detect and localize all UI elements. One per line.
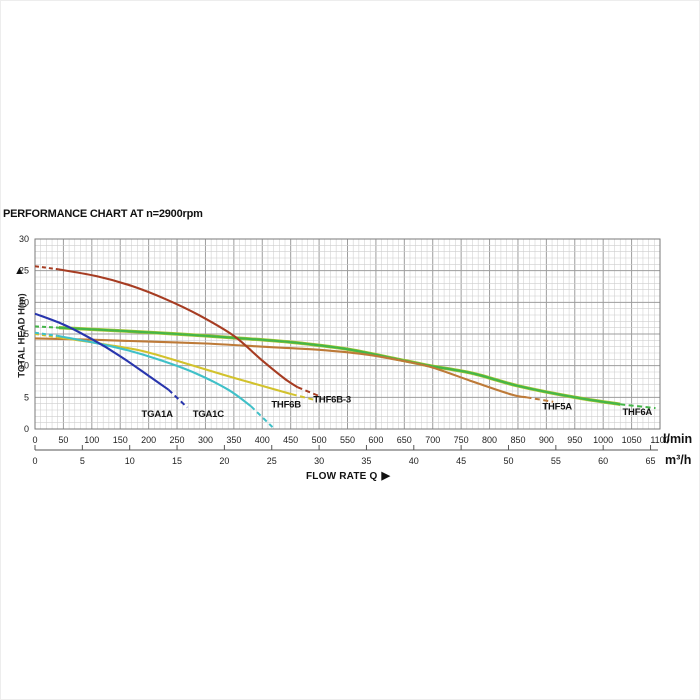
curve-THF6A: THF6A [34,325,656,418]
curve-head-dashed [34,325,59,329]
unit-label-m3h: m³/h [665,453,692,467]
x-tick-label-m3h: 40 [409,456,419,466]
x-axis-title-text: FLOW RATE Q [306,471,378,482]
x-tick-label-m3h: 25 [267,456,277,466]
curves: THF6A THF5A THF6B THF6B-3 TGA1C TGA1A [34,265,656,428]
x-tick-label-m3h: 0 [32,456,37,466]
curve-tail-dashed [620,403,656,410]
curve-solid [57,334,252,408]
x-tick-label-lmin: 650 [397,435,412,445]
x-tick-label-lmin: 200 [141,435,156,445]
x-tick-label-lmin: 700 [425,435,440,445]
curve-label-THF6B: THF6B [271,399,301,410]
x-tick-label-m3h: 50 [503,456,513,466]
x-axis-arrow-icon: ▶ [381,470,391,482]
x-tick-label-lmin: 900 [539,435,554,445]
curve-label-TGA1C: TGA1C [193,409,225,420]
x-tick-label-lmin: 350 [226,435,241,445]
x-tick-label-m3h: 45 [456,456,466,466]
x-tick-label-m3h: 35 [361,456,371,466]
curve-THF5A: THF5A [34,337,572,412]
curve-solid [34,337,527,399]
curve-TGA1C: TGA1C [34,331,274,428]
curve-label-THF6B-3: THF6B-3 [313,394,351,405]
x-tick-label-m3h: 55 [551,456,561,466]
curve-label-TGA1A: TGA1A [142,409,174,420]
x-tick-label-m3h: 20 [219,456,229,466]
x-tick-label-lmin: 750 [454,435,469,445]
x-tick-label-lmin: 1000 [593,435,613,445]
curve-THF6B-3: THF6B-3 [34,265,351,405]
grid [34,238,661,430]
x-tick-label-lmin: 300 [198,435,213,445]
x-axis-lmin-ticks: 0 50 100 150 200 250 300 350 400 450 500 550 600 650 7… [32,435,669,445]
x-axis-m3h: 0 5 10 15 20 25 30 35 40 45 50 55 60 65 [32,445,658,466]
curve-TGA1A: TGA1A [34,312,188,420]
curve-head-dashed [34,333,58,339]
y-tick-label: 0 [24,424,29,434]
curve-solid [58,326,621,406]
x-tick-label-lmin: 950 [567,435,582,445]
y-tick-label: 5 [24,392,29,402]
x-tick-label-m3h: 65 [646,456,656,466]
y-tick-label: 10 [19,361,29,371]
curve-solid [58,268,299,389]
curve-tail-dashed [291,393,315,401]
x-tick-label-lmin: 400 [255,435,270,445]
curve-label-THF6A: THF6A [622,407,652,418]
x-tick-label-lmin: 1050 [622,435,642,445]
x-tick-label-m3h: 60 [598,456,608,466]
x-tick-label-lmin: 800 [482,435,497,445]
y-tick-label: 30 [19,234,29,244]
x-tick-label-m3h: 15 [172,456,182,466]
curve-tail-dashed [250,405,274,428]
y-tick-label: 15 [19,329,29,339]
curve-head-dashed [34,331,58,337]
x-tick-label-lmin: 550 [340,435,355,445]
x-tick-label-m3h: 10 [125,456,135,466]
y-tick-label: 20 [19,297,29,307]
chart-title: PERFORMANCE CHART AT n=2900rpm [3,208,203,220]
curve-tail-dashed [297,386,322,398]
x-tick-label-lmin: 450 [283,435,298,445]
curve-tail-dashed [167,388,188,409]
x-tick-label-lmin: 500 [312,435,327,445]
curve-label-THF5A: THF5A [542,401,572,412]
x-tick-label-lmin: 850 [510,435,525,445]
x-tick-label-m3h: 30 [314,456,324,466]
curve-tail-dashed [526,396,554,403]
x-tick-label-lmin: 600 [368,435,383,445]
x-tick-label-lmin: 1100 [650,435,669,445]
y-tick-label: 25 [19,266,29,276]
curve-solid [34,312,170,391]
x-tick-label-m3h: 5 [80,456,85,466]
x-tick-label-lmin: 250 [170,435,185,445]
unit-label-lmin: l/min [663,432,693,446]
curve-head-dashed [34,265,60,271]
x-axis-title: FLOW RATE Q ▶ [306,469,390,482]
x-tick-label-lmin: 0 [32,435,37,445]
y-axis-arrow-icon: ▲ [14,265,25,277]
x-tick-label-lmin: 100 [84,435,99,445]
y-axis-ticks: 0 5 10 15 20 25 30 [19,234,29,434]
x-tick-label-lmin: 150 [113,435,128,445]
x-tick-label-lmin: 50 [58,435,68,445]
